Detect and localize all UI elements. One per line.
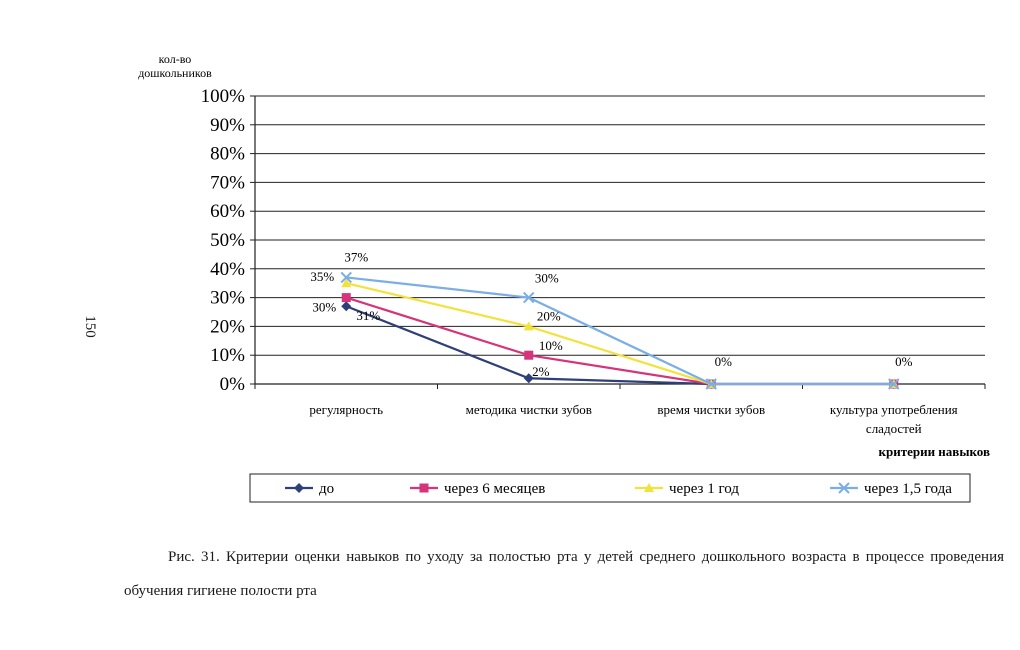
- y-axis-title-line: кол-во: [159, 52, 192, 66]
- legend-item: через 1,5 года: [830, 481, 952, 497]
- axes: [254, 96, 986, 389]
- series-0: [341, 301, 899, 389]
- y-tick-label: 50%: [210, 230, 245, 251]
- legend-label: через 6 месяцев: [444, 481, 545, 497]
- y-tick-label: 90%: [210, 115, 245, 136]
- y-tick-label: 60%: [210, 201, 245, 222]
- data-point: [340, 271, 352, 284]
- y-tick-label: 70%: [210, 172, 245, 193]
- data-label: 30%: [535, 271, 559, 286]
- data-label: 37%: [344, 249, 368, 264]
- series-line: [346, 276, 894, 386]
- legend-label: до: [319, 481, 334, 497]
- data-point: [705, 378, 717, 390]
- data-label: 20%: [537, 308, 561, 323]
- data-point: [523, 321, 534, 331]
- legend-box: [249, 473, 971, 503]
- y-tick-labels: 0% 10% 20% 30% 40% 50% 60% 70% 80% 90% 100%: [201, 86, 246, 395]
- series-lines: [340, 271, 900, 390]
- figure-caption: Рис. 31. Критерии оценки навыков по уход…: [124, 540, 1004, 608]
- y-tick-label: 80%: [210, 144, 245, 165]
- x-tick-label: методика чистки зубов: [466, 402, 592, 417]
- x-tick-label: культура употребления сладостей: [830, 402, 958, 436]
- data-label: 35%: [310, 269, 334, 284]
- caption-text: Рис. 31. Критерии оценки навыков по уход…: [124, 549, 1004, 599]
- y-tick-label: 100%: [201, 86, 246, 107]
- x-tick-label: регулярность: [309, 402, 383, 417]
- y-tick-label: 30%: [210, 288, 245, 309]
- legend-marker: [294, 483, 304, 493]
- x-tick-labels: регулярность методика чистки зубов время ч…: [309, 402, 957, 436]
- data-label: 0%: [715, 354, 733, 369]
- legend-marker: [838, 482, 850, 494]
- legend-item: через 6 месяцев: [410, 481, 545, 497]
- data-point: [523, 291, 535, 304]
- legend-item: до: [285, 481, 334, 497]
- data-label: 30%: [312, 300, 336, 315]
- data-point: [341, 278, 352, 288]
- legend-label: через 1,5 года: [864, 481, 952, 497]
- data-label: 2%: [532, 364, 550, 379]
- y-tick-label: 10%: [210, 345, 245, 366]
- legend-marker: [644, 483, 654, 492]
- y-tick-label: 20%: [210, 316, 245, 337]
- data-point: [341, 301, 352, 312]
- data-point: [524, 350, 534, 360]
- data-point: [523, 373, 534, 384]
- series-line: [345, 305, 894, 386]
- legend-marker: [419, 483, 429, 493]
- x-axis-title: критерии навыков: [878, 444, 990, 459]
- x-tick-label: время чистки зубов: [657, 402, 765, 417]
- data-point: [888, 378, 900, 390]
- legend-item: через 1 год: [635, 481, 739, 497]
- legend: до через 6 месяцев через 1 год через 1,5 го…: [249, 473, 971, 503]
- data-point: [341, 293, 351, 303]
- gridlines: [250, 95, 985, 385]
- legend-label: через 1 год: [669, 481, 739, 497]
- data-label: 0%: [895, 354, 913, 369]
- data-label: 10%: [539, 338, 563, 353]
- series-2: [341, 278, 899, 388]
- y-axis-title-line: дошкольников: [138, 66, 212, 80]
- y-tick-label: 40%: [210, 259, 245, 280]
- data-labels: 37% 35% 30% 31% 30% 20% 10% 2% 0% 0%: [310, 249, 912, 379]
- page-number: 150: [81, 315, 98, 338]
- y-tick-label: 0%: [220, 374, 246, 395]
- series-3: [340, 271, 900, 390]
- data-label: 31%: [356, 308, 380, 323]
